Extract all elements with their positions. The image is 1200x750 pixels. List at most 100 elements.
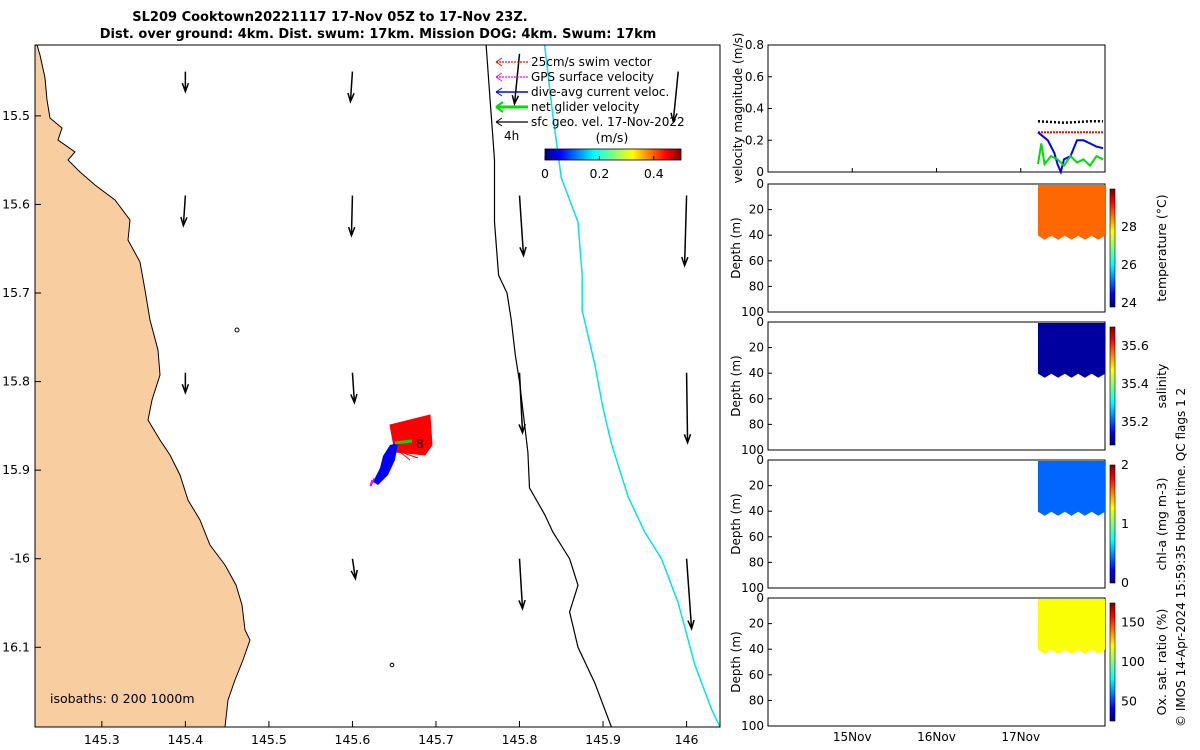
map-x-tick-label: 145.9 [585, 732, 621, 747]
depth-colorbar-tick-label: 35.4 [1121, 376, 1149, 391]
depth-data-block [1038, 599, 1105, 654]
depth-colorbar-label: salinity [1154, 363, 1169, 408]
map-colorbar-ticks: 0 0.2 0.4 [541, 156, 664, 181]
map-x-tick-label: 145.3 [84, 732, 120, 747]
velocity-y-tick-label: 0.6 [745, 70, 764, 84]
map-x-tick-label: 145.4 [167, 732, 203, 747]
depth-tick-label: 20 [749, 203, 764, 217]
depth-tick-label: 60 [749, 668, 764, 682]
map-y-tick-label: 15.8 [2, 374, 30, 389]
depth-panel: Depth (m) 0 20 40 60 80 100 0 1 2 chl-a (mg m-3) [729, 453, 1169, 595]
map-colorbar-tick-label: 0.4 [644, 166, 664, 181]
depth-tick-label: 40 [749, 228, 764, 242]
legend-item-gps: GPS surface velocity [495, 70, 654, 84]
depth-colorbar [1109, 602, 1116, 722]
date-tick-label: 17Nov [1001, 730, 1040, 744]
map-legend: 25cm/s swim vector GPS surface velocity … [495, 55, 685, 143]
legend-item-diveavg: dive-avg current veloc. [495, 85, 669, 99]
depth-panel: Depth (m) 0 20 40 60 80 100 24 26 28 temperature (… [729, 177, 1169, 319]
surface-vector-arrow [681, 195, 689, 268]
legend-extra-4h: 4h [504, 129, 519, 143]
track-annotation: 8 [416, 437, 424, 451]
depth-colorbar-tick-label: 0 [1121, 575, 1129, 590]
velocity-y-tick-label: 0.2 [745, 133, 764, 147]
date-tick-label: 16Nov [917, 730, 956, 744]
depth-tick-label: 80 [749, 417, 764, 431]
depth-tick-label: 60 [749, 392, 764, 406]
depth-tick-label: 20 [749, 479, 764, 493]
depth-tick-label: 0 [756, 591, 764, 605]
depth-colorbar-tick-label: 24 [1121, 295, 1137, 310]
map-panel: 8 145.3 145.4 145.5 145.6 145.7 145.8 145.9 146… [2, 44, 721, 747]
depth-colorbar [1109, 326, 1116, 446]
legend-label-diveavg: dive-avg current veloc. [531, 85, 669, 99]
depth-tick-label: 0 [756, 315, 764, 329]
isobath-200 [485, 45, 612, 727]
net-glider-vector [394, 439, 413, 445]
depth-colorbar-label: chl-a (mg m-3) [1154, 478, 1169, 571]
map-colorbar-tick-label: 0.2 [589, 166, 609, 181]
depth-colorbar-label: Ox. sat. ratio (%) [1154, 609, 1169, 716]
depth-tick-label: 80 [749, 693, 764, 707]
depth-colorbar [1109, 464, 1116, 584]
map-colorbar-tick-label: 0 [541, 166, 549, 181]
map-x-tick-label: 145.5 [251, 732, 287, 747]
surface-vector-arrow [347, 71, 355, 104]
depth-tick-label: 60 [749, 530, 764, 544]
surface-vector-arrow [181, 71, 190, 94]
depth-colorbar-tick-label: 26 [1121, 257, 1137, 272]
surface-vector-arrow [683, 372, 692, 445]
velocity-series-diveavg [1037, 131, 1104, 176]
surface-vector-arrow [350, 372, 358, 405]
island-marker [389, 662, 395, 668]
land-area [35, 45, 251, 727]
depth-panel: Depth (m) 0 20 40 60 80 100 50 100 150 Ox. sat. ra… [729, 591, 1169, 733]
legend-label-gps: GPS surface velocity [531, 70, 654, 84]
depth-tick-label: 60 [749, 254, 764, 268]
map-colorbar: (m/s) 0 0.2 0.4 [541, 130, 682, 181]
map-x-tick-label: 145.8 [502, 732, 538, 747]
velocity-y-ticks: 0 0.2 0.4 0.6 0.8 [745, 38, 772, 179]
velocity-series-net [1037, 143, 1104, 168]
island-marker [234, 327, 240, 333]
depth-tick-label: 100 [741, 581, 764, 595]
credit-text: © IMOS 14-Apr-2024 15:59:35 Hobart time.… [1174, 388, 1188, 727]
surface-vector-arrow [180, 195, 188, 228]
depth-tick-label: 20 [749, 341, 764, 355]
depth-colorbar-tick-label: 100 [1121, 654, 1145, 669]
swim-vectors [389, 414, 433, 461]
surface-vector-arrow [518, 558, 526, 611]
depth-colorbar-tick-label: 28 [1121, 219, 1137, 234]
depth-tick-label: 100 [741, 719, 764, 733]
legend-label-swim: 25cm/s swim vector [531, 55, 652, 69]
surface-vector-arrow [181, 372, 190, 395]
map-y-tick-label: 15.7 [2, 285, 30, 300]
legend-label-net: net glider velocity [531, 100, 639, 114]
depth-tick-label: 40 [749, 504, 764, 518]
depth-ylabel: Depth (m) [729, 355, 743, 416]
depth-panel: Depth (m) 0 20 40 60 80 100 35.2 35.4 35.6 salinit… [729, 315, 1169, 457]
map-x-tick-label: 145.7 [418, 732, 454, 747]
depth-tick-label: 20 [749, 617, 764, 631]
surface-vector-arrow [518, 372, 526, 435]
map-y-tick-label: 15.6 [2, 196, 30, 211]
surface-vector-arrow [350, 558, 358, 581]
depth-tick-label: 80 [749, 279, 764, 293]
legend-item-net: net glider velocity [495, 100, 639, 114]
velocity-series [1037, 119, 1104, 176]
glider-track: 8 [369, 414, 433, 487]
chart-title-line1: SL209 Cooktown20221117 17-Nov 05Z to 17-… [132, 10, 527, 25]
gps-vectors [369, 477, 375, 487]
map-y-tick-label: 15.9 [2, 462, 30, 477]
depth-tick-label: 40 [749, 642, 764, 656]
depth-colorbar-tick-label: 1 [1121, 516, 1129, 531]
isobath-1000 [543, 45, 720, 727]
depth-colorbar-tick-label: 35.6 [1121, 338, 1149, 353]
velocity-series-sfc [1037, 119, 1103, 125]
legend-item-swim: 25cm/s swim vector [495, 55, 652, 69]
velocity-y-tick-label: 0.4 [745, 102, 764, 116]
depth-tick-label: 0 [756, 177, 764, 191]
dive-avg-vectors [373, 443, 398, 485]
depth-colorbar [1109, 188, 1116, 308]
